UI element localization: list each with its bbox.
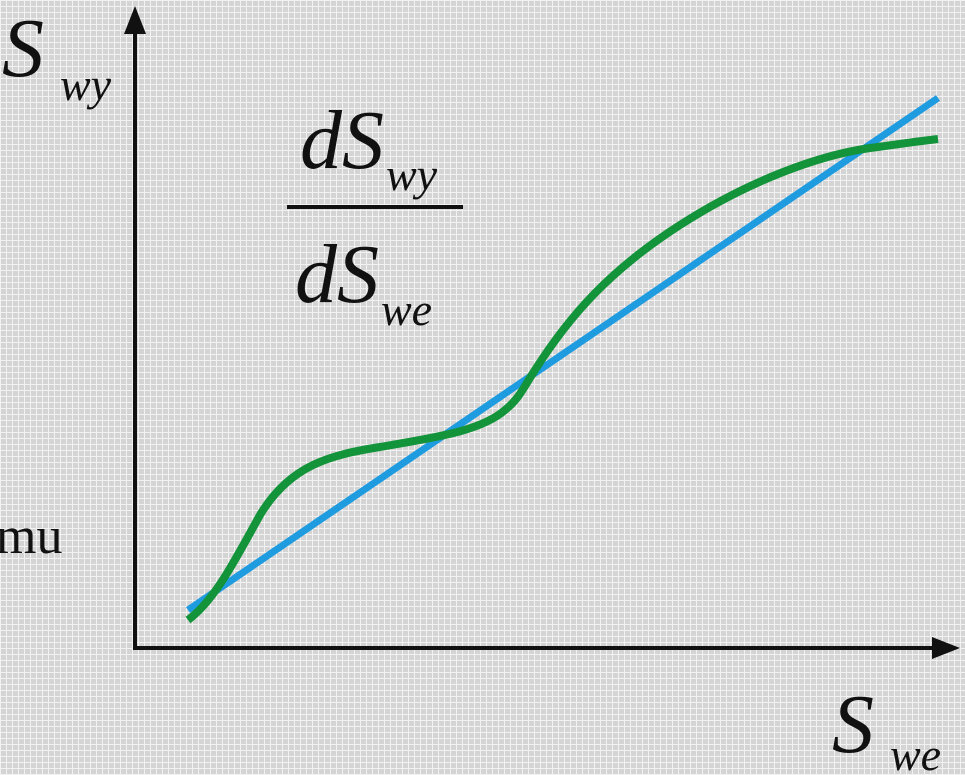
linear-line (186, 95, 940, 613)
numerator-main: dS (300, 94, 384, 187)
curve (185, 135, 939, 624)
numerator-sub: wy (386, 149, 438, 200)
denominator-main: dS (295, 228, 379, 321)
y-label-sub: wy (60, 59, 112, 110)
x-label-main: S (832, 678, 874, 771)
x-axis-arrow (932, 637, 960, 659)
denominator-sub: we (381, 284, 432, 335)
side-text: mu (0, 508, 62, 565)
y-axis-arrow (124, 6, 146, 34)
x-label-sub: we (890, 729, 941, 775)
y-label-main: S (2, 2, 44, 95)
